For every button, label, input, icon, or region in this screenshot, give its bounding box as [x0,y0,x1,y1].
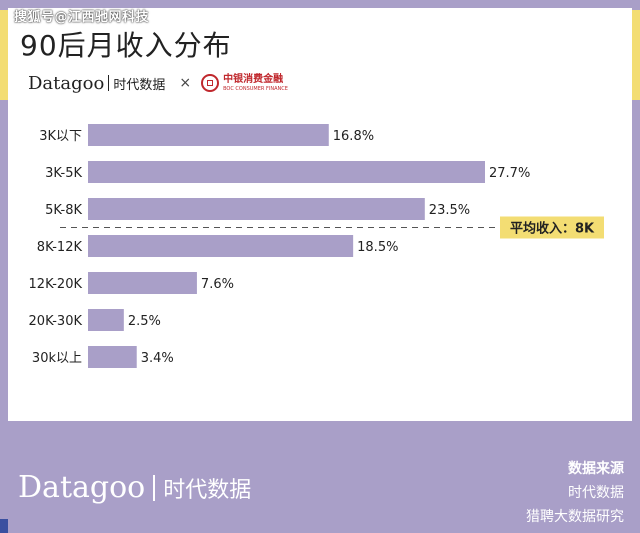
average-label: 平均收入：8K [510,221,595,237]
boc-logo-icon [201,74,220,92]
chart-title: 90后月收入分布 [20,29,232,62]
source-line: 猎聘大数据研究 [526,509,624,525]
left-accent [0,10,8,100]
category-label: 8K-12K [37,240,83,255]
datagoo-cn: 时代数据 [113,77,166,93]
average-label-box [500,216,604,239]
category-label: 3K-5K [45,166,82,181]
value-label: 16.8% [333,129,374,144]
category-label: 5K-8K [45,203,82,218]
category-label: 12K-20K [29,277,83,292]
bar [88,272,197,294]
value-label: 2.5% [128,314,161,329]
category-label: 30k以上 [32,351,82,366]
value-label: 18.5% [357,240,398,255]
value-label: 27.7% [489,166,530,181]
boc-text: 中银消费金融 BOC CONSUMER FINANCE [223,73,288,92]
brand-row: Datagoo 时代数据 × 中银消费金融 BOC CONSUMER FINAN… [28,70,288,96]
watermark: 搜狐号@江西驰网科技 [14,10,150,25]
footer-logo-en: Datagoo [18,470,146,505]
footer-logo-cn: 时代数据 [163,477,252,503]
cross-icon: × [179,75,192,91]
brand-separator [108,75,110,91]
corner-mark [0,519,8,533]
bar [88,346,137,368]
data-source: 数据来源 时代数据 猎聘大数据研究 [526,458,624,526]
value-label: 3.4% [141,351,174,366]
value-label: 7.6% [201,277,234,292]
source-heading: 数据来源 [568,461,624,477]
footer-separator [153,474,156,501]
boc-cn: 中银消费金融 [223,73,284,85]
bar [88,124,329,146]
footer-logo: Datagoo 时代数据 [18,470,251,505]
bar [88,309,124,331]
bar [88,235,354,257]
right-accent [632,10,640,100]
source-line: 时代数据 [568,485,624,501]
boc-en: BOC CONSUMER FINANCE [223,85,288,92]
category-label: 20K-30K [29,314,83,329]
bar [88,198,425,220]
category-label: 3K以下 [39,129,82,144]
bar [88,161,485,183]
value-label: 23.5% [429,203,470,218]
datagoo-logo: Datagoo [28,72,105,94]
